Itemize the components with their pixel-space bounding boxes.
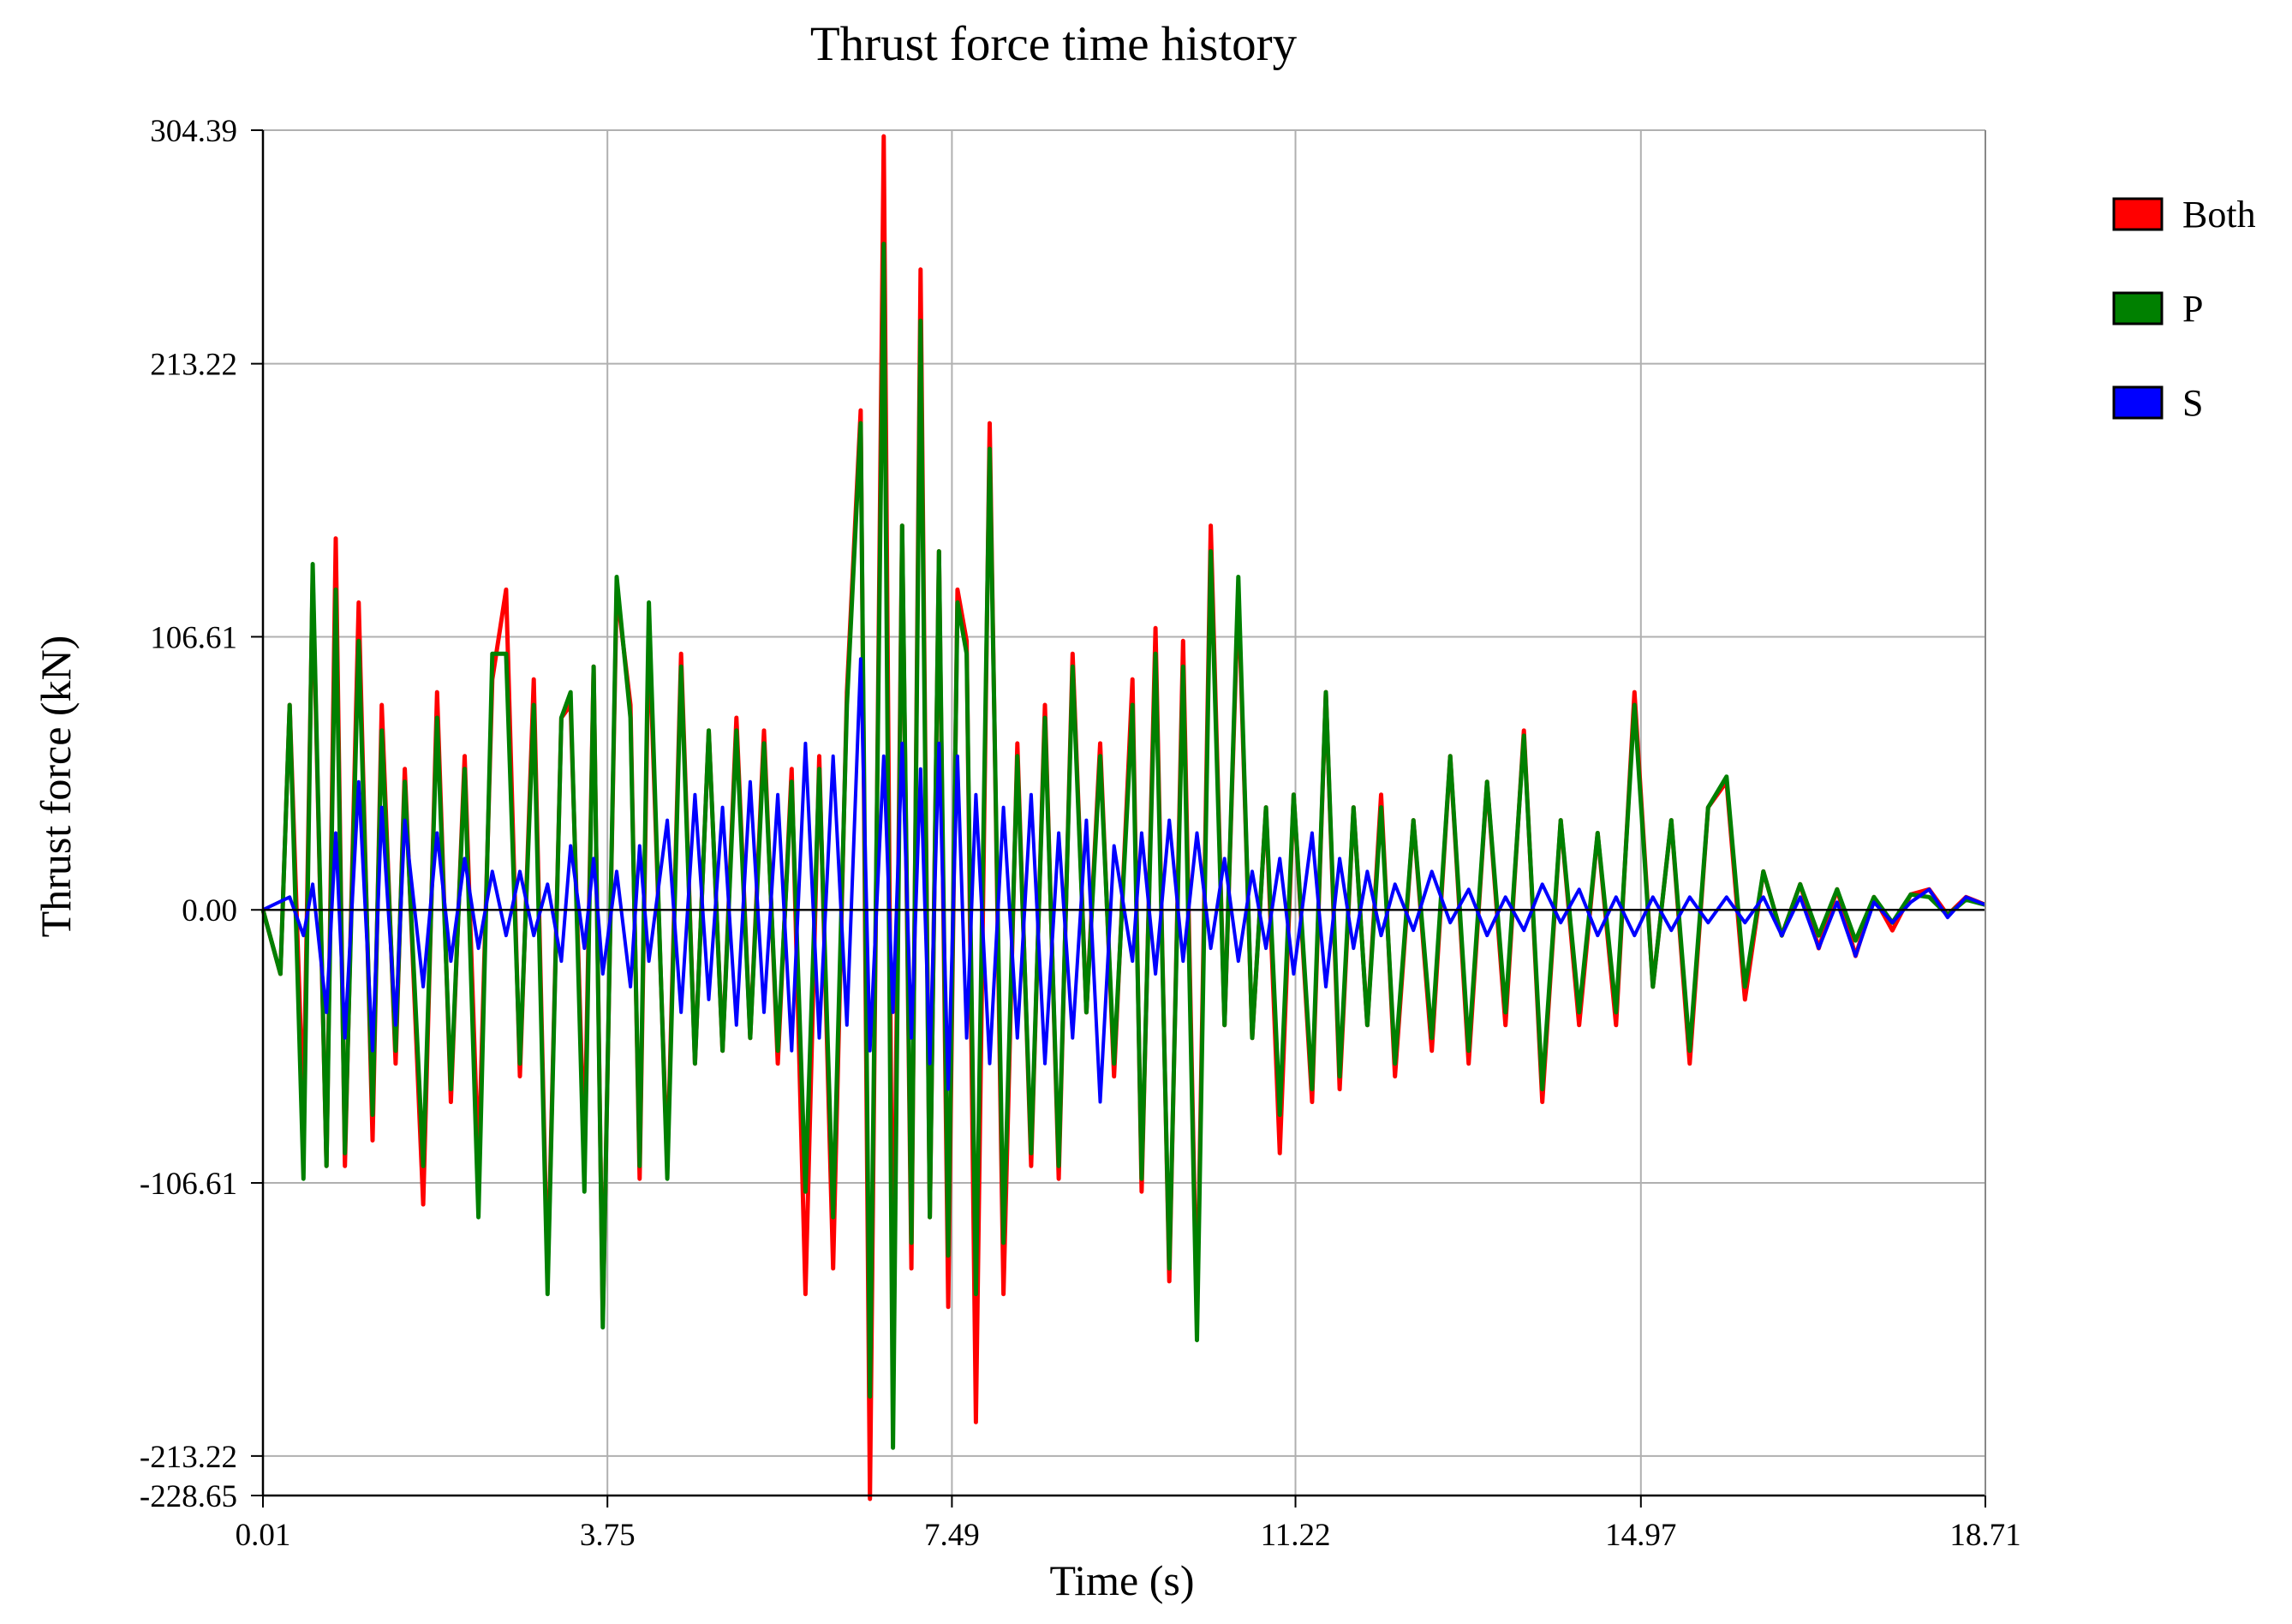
y-tick-label: -213.22 [140,1440,237,1475]
axes [251,129,1986,1508]
x-tick-label: 0.01 [236,1518,291,1553]
y-axis-title: Thrust force (kN) [32,636,80,938]
y-tick-label: 304.39 [150,114,237,149]
y-tick-label: 0.00 [182,893,237,928]
tick-labels: 0.01 3.75 7.49 11.22 14.97 18.71 304.39 213.22 1… [140,114,2021,1553]
x-tick-label: 18.71 [1949,1518,2020,1553]
x-axis-title: Time (s) [1049,1556,1194,1604]
y-tick-label: -228.65 [140,1479,237,1514]
legend-swatch-both [2112,197,2164,231]
series-line-both [260,134,1986,1502]
x-tick-label: 7.49 [924,1518,980,1553]
y-tick-label: 213.22 [150,348,237,383]
series-line-s [262,657,1986,1104]
y-tick-label: 106.61 [150,620,237,655]
x-tick-label: 3.75 [580,1518,636,1553]
legend-swatch-s [2112,385,2164,420]
x-tick-label: 11.22 [1261,1518,1331,1553]
legend-swatch-p [2112,291,2164,325]
legend: Both P S [2112,194,2256,424]
legend-label-both: Both [2182,194,2256,236]
legend-label-s: S [2182,382,2203,424]
x-tick-label: 14.97 [1605,1518,1676,1553]
plot-area [260,134,1986,1502]
legend-label-p: P [2182,288,2203,330]
chart-title: Thrust force time history [810,17,1298,71]
y-tick-label: -106.61 [140,1167,237,1202]
series-line-p [260,242,1986,1450]
